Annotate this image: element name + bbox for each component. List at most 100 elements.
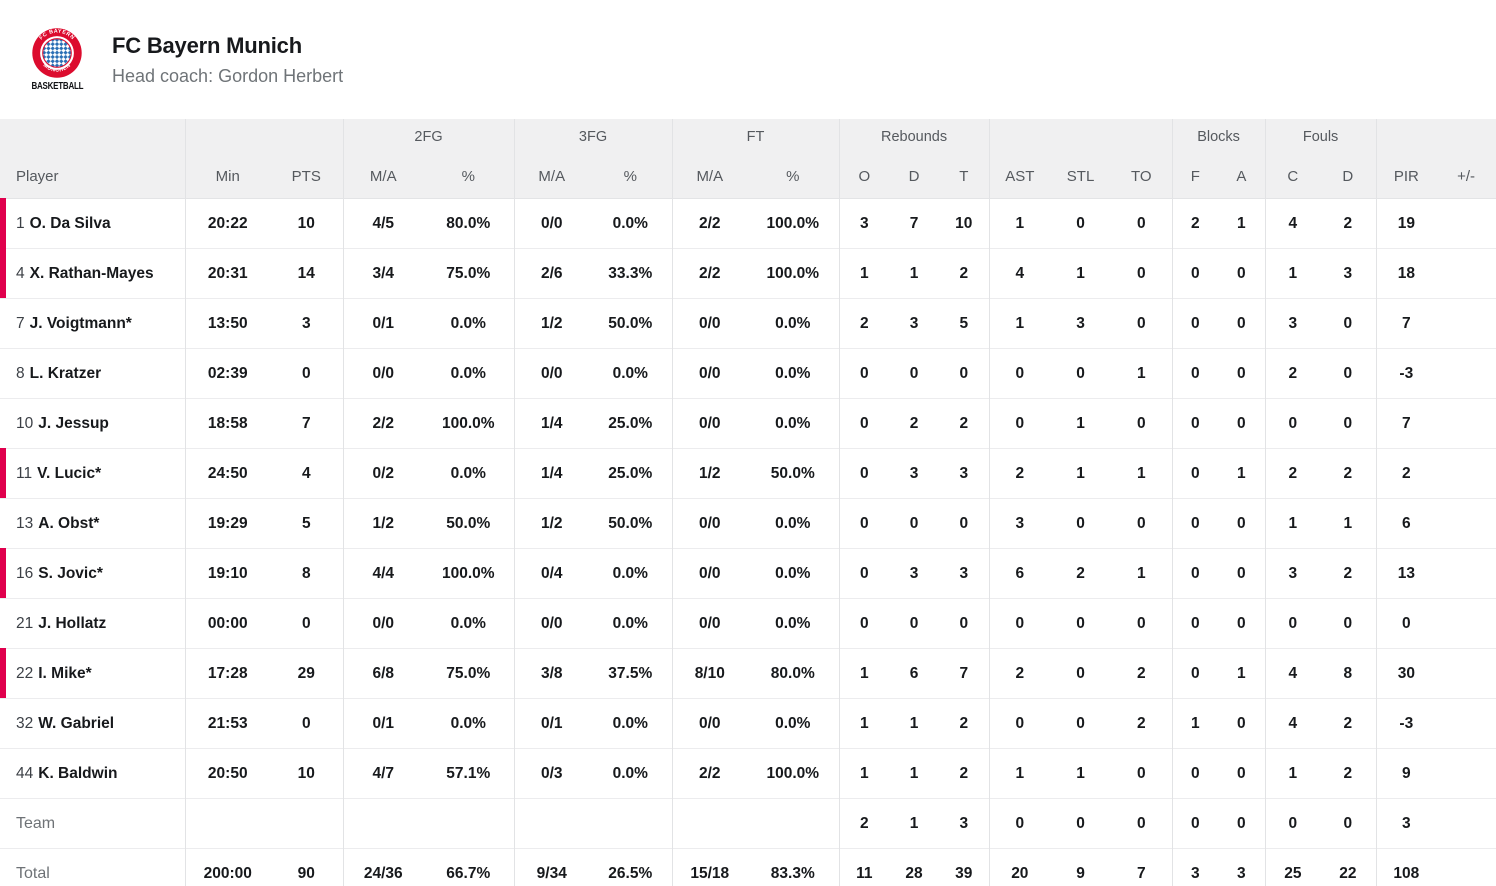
- stat-cell: 28: [889, 848, 940, 886]
- stat-cell: 33.3%: [589, 248, 673, 299]
- player-name[interactable]: V. Lucic*: [37, 464, 102, 482]
- player-row[interactable]: 32 W. Gabriel 21:53 0 0/1 0.0% 0/1 0.0% 0/0 0.0% 1…: [0, 698, 1496, 749]
- stat-cell: 2: [989, 648, 1051, 699]
- player-row[interactable]: 11 V. Lucic* 24:50 4 0/2 0.0% 1/4 25.0% 1/2 50.0%…: [0, 448, 1496, 499]
- stat-cell: 0: [1172, 598, 1219, 649]
- player-name[interactable]: J. Voigtmann*: [29, 314, 132, 332]
- player-name[interactable]: A. Obst*: [38, 514, 100, 532]
- group-ft: FT: [672, 119, 840, 155]
- column-header: T: [939, 155, 990, 199]
- stat-cell: 0: [989, 798, 1051, 849]
- player-name[interactable]: W. Gabriel: [38, 714, 115, 732]
- stat-cell: 0: [989, 698, 1051, 749]
- stat-cell: 0/0: [514, 598, 590, 649]
- player-cell: 4 X. Rathan-Mayes: [0, 248, 186, 299]
- group-blocks: Blocks: [1172, 119, 1266, 155]
- stat-cell: 80.0%: [747, 648, 840, 699]
- column-header: M/A: [514, 155, 590, 199]
- stat-cell: [1436, 848, 1496, 886]
- stat-cell: 0: [1076, 214, 1085, 232]
- stat-cell: 0.0%: [589, 348, 673, 399]
- stat-cell: 90: [270, 848, 344, 886]
- stat-cell: [1436, 648, 1496, 699]
- player-name[interactable]: K. Baldwin: [38, 764, 118, 782]
- stat-cell: 200:00: [185, 848, 270, 886]
- player-name[interactable]: O. Da Silva: [29, 214, 111, 232]
- player-row[interactable]: 16 S. Jovic* 19:10 8 4/4 100.0% 0/4 0.0% 0/0 0.0%…: [0, 548, 1496, 599]
- stat-cell: 2: [1320, 698, 1377, 749]
- stat-cell: 0: [1172, 498, 1219, 549]
- player-number: 8: [16, 364, 25, 382]
- stat-cell: 2: [1265, 348, 1321, 399]
- stat-cell: 0: [1172, 248, 1219, 299]
- player-name[interactable]: J. Jessup: [38, 414, 109, 432]
- stat-cell: 0.0%: [747, 398, 840, 449]
- stat-cell: 57.1%: [423, 748, 515, 799]
- player-name[interactable]: X. Rathan-Mayes: [29, 264, 154, 282]
- stat-cell: 8: [270, 548, 344, 599]
- stat-cell: 3: [270, 298, 344, 349]
- stat-cell: 0.0%: [589, 598, 673, 649]
- stat-cell: 0: [1376, 598, 1437, 649]
- stat-cell: 0: [1172, 648, 1219, 699]
- stat-cell: 0.0%: [747, 348, 840, 399]
- stat-cell: 0.0%: [423, 448, 515, 499]
- stat-cell: 0: [1320, 598, 1377, 649]
- stat-cell: 2: [989, 448, 1051, 499]
- player-row[interactable]: 1 O. Da Silva 20:22 10 4/5 80.0% 0/0 0.0% 2/2 100…: [0, 198, 1496, 249]
- stat-cell: 2: [1111, 648, 1173, 699]
- player-cell: 1 O. Da Silva: [0, 198, 186, 249]
- player-name[interactable]: I. Mike*: [38, 664, 92, 682]
- stat-cell: 0/0: [672, 498, 748, 549]
- stat-cell: 0: [1050, 698, 1112, 749]
- stat-cell: 1: [1050, 398, 1112, 449]
- stat-cell: 4: [1265, 698, 1321, 749]
- stat-cell: 50.0%: [747, 448, 840, 499]
- stat-cell: 0: [839, 498, 890, 549]
- column-header: %: [423, 155, 515, 199]
- table-body: 1 O. Da Silva 20:22 10 4/5 80.0% 0/0 0.0% 2/2 100…: [0, 198, 1496, 886]
- stat-cell: 0.0%: [747, 698, 840, 749]
- player-name[interactable]: J. Hollatz: [38, 614, 107, 632]
- stat-cell: 1: [1050, 448, 1112, 499]
- player-row[interactable]: 13 A. Obst* 19:29 5 1/2 50.0% 1/2 50.0% 0/0 0.0% 0…: [0, 498, 1496, 549]
- stat-cell: 13: [1376, 548, 1437, 599]
- stat-cell: 10: [270, 748, 344, 799]
- stat-cell: 9: [1050, 848, 1112, 886]
- column-header: Min: [185, 155, 270, 199]
- stat-cell: 6: [989, 548, 1051, 599]
- stat-cell: 0: [1218, 348, 1266, 399]
- stat-cell: 1: [1111, 448, 1173, 499]
- stat-cell: 0: [1050, 348, 1112, 399]
- player-row[interactable]: 7 J. Voigtmann* 13:50 3 0/1 0.0% 1/2 50.0% 0/0 0.…: [0, 298, 1496, 349]
- player-name[interactable]: L. Kratzer: [29, 364, 102, 382]
- stat-cell: [1436, 498, 1496, 549]
- stat-cell: 2/2: [699, 214, 721, 232]
- stat-cell: 9/34: [514, 848, 590, 886]
- stat-cell: 0: [1265, 798, 1321, 849]
- stat-cell: [1436, 398, 1496, 449]
- player-row[interactable]: 44 K. Baldwin 20:50 10 4/7 57.1% 0/3 0.0% 2/2 100…: [0, 748, 1496, 799]
- column-header-row: Player Min PTS M/A% M/A% M/A% O D T AST STL TO F A C D P…: [0, 155, 1496, 199]
- player-row[interactable]: 4 X. Rathan-Mayes 20:31 14 3/4 75.0% 2/6 33.3% 2…: [0, 248, 1496, 299]
- column-header: TO: [1111, 155, 1173, 199]
- player-row[interactable]: 8 L. Kratzer 02:39 0 0/0 0.0% 0/0 0.0% 0/0 0.0% 0 0…: [0, 348, 1496, 399]
- stat-cell: 1: [1050, 748, 1112, 799]
- stat-cell: 0: [1265, 398, 1321, 449]
- player-name[interactable]: S. Jovic*: [38, 564, 103, 582]
- stat-cell: 1: [1265, 748, 1321, 799]
- player-row[interactable]: 22 I. Mike* 17:28 29 6/8 75.0% 3/8 37.5% 8/10 80.…: [0, 648, 1496, 699]
- player-cell: 22 I. Mike*: [0, 648, 186, 699]
- stat-cell: 1: [1265, 248, 1321, 299]
- player-row[interactable]: 21 J. Hollatz 00:00 0 0/0 0.0% 0/0 0.0% 0/0 0.0% 0…: [0, 598, 1496, 649]
- stat-cell: 3/4: [343, 248, 423, 299]
- stat-cell: 0: [1172, 748, 1219, 799]
- stat-cell: 2: [889, 398, 940, 449]
- stat-cell: 4: [1265, 648, 1321, 699]
- stat-cell: 2: [939, 698, 990, 749]
- stat-cell: 0/0: [672, 398, 748, 449]
- stat-cell: 1: [989, 748, 1051, 799]
- player-row[interactable]: 10 J. Jessup 18:58 7 2/2 100.0% 1/4 25.0% 0/0 0.0…: [0, 398, 1496, 449]
- stat-cell: 3: [889, 298, 940, 349]
- player-number: 16: [16, 564, 34, 582]
